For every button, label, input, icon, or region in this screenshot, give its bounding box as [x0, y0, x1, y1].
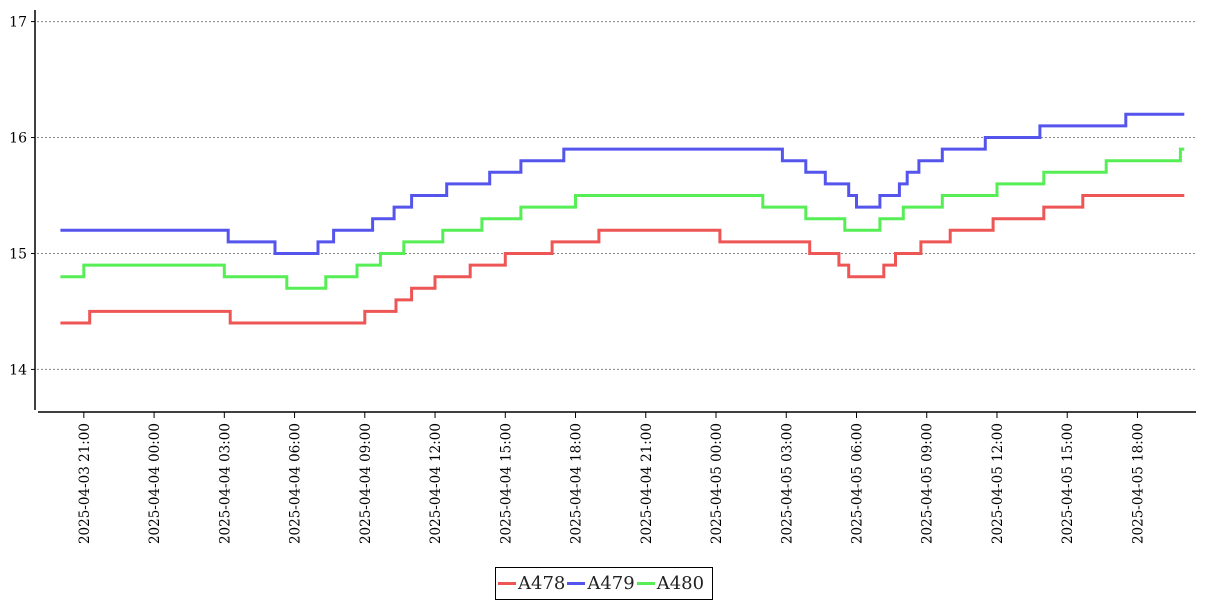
x-tick-label: 2025-04-05 06:00 [849, 423, 865, 544]
x-tick-label: 2025-04-05 00:00 [709, 423, 725, 544]
x-tick-label: 2025-04-04 00:00 [147, 423, 163, 544]
x-tick-label: 2025-04-04 12:00 [428, 423, 444, 544]
legend-item-a479: A479 [567, 573, 635, 594]
x-tick-label: 2025-04-03 21:00 [77, 423, 93, 544]
x-tick-label: 2025-04-04 06:00 [288, 423, 304, 544]
x-tick-label: 2025-04-04 09:00 [358, 423, 374, 544]
legend-label: A479 [587, 573, 635, 594]
x-tick-label: 2025-04-05 03:00 [779, 423, 795, 544]
x-tick-label: 2025-04-04 15:00 [498, 423, 514, 544]
series-line-a480 [60, 147, 1185, 290]
x-tick-label: 2025-04-04 03:00 [217, 423, 233, 544]
legend-item-a480: A480 [636, 573, 705, 594]
legend-swatch [498, 582, 516, 585]
y-tick-label: 14 [9, 362, 27, 378]
x-tick-labels: 2025-04-03 21:00 2025-04-04 00:00 2025-04-… [77, 412, 1146, 544]
y-tick-label: 16 [9, 131, 27, 147]
series-line-a478 [60, 194, 1185, 325]
y-tick-label: 15 [9, 246, 27, 262]
legend-label: A480 [656, 573, 705, 594]
legend: A478 A479 A480 [495, 567, 714, 600]
x-tick-label: 2025-04-05 12:00 [990, 423, 1006, 544]
y-tick-labels: 14 15 16 17 [9, 15, 35, 378]
x-tick-label: 2025-04-05 09:00 [920, 423, 936, 544]
series-lines [60, 112, 1185, 325]
legend-item-a478: A478 [498, 573, 565, 594]
series-line-a479 [60, 112, 1185, 255]
legend-swatch [636, 582, 655, 585]
y-tick-label: 17 [9, 15, 27, 31]
x-tick-label: 2025-04-04 18:00 [569, 423, 585, 544]
x-tick-label: 2025-04-05 15:00 [1060, 423, 1076, 544]
x-tick-label: 2025-04-04 21:00 [639, 423, 655, 544]
legend-label: A478 [518, 573, 566, 594]
x-tick-label: 2025-04-05 18:00 [1130, 423, 1146, 544]
axes [34, 10, 1196, 413]
legend-swatch [567, 582, 586, 585]
